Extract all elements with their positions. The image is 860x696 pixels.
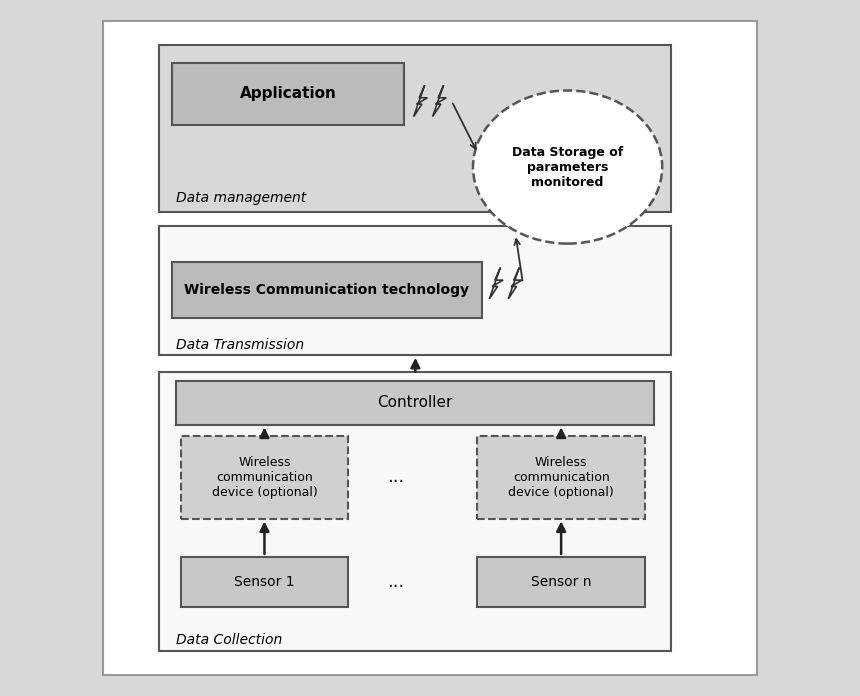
Bar bbox=[159, 45, 671, 212]
Bar bbox=[181, 557, 348, 607]
Ellipse shape bbox=[473, 90, 662, 244]
Bar bbox=[172, 63, 404, 125]
Text: Controller: Controller bbox=[378, 395, 452, 411]
Polygon shape bbox=[414, 86, 427, 117]
Text: Wireless Communication technology: Wireless Communication technology bbox=[184, 283, 470, 297]
Text: Data Transmission: Data Transmission bbox=[176, 338, 304, 351]
Text: Wireless
communication
device (optional): Wireless communication device (optional) bbox=[212, 456, 317, 499]
Text: Wireless
communication
device (optional): Wireless communication device (optional) bbox=[508, 456, 614, 499]
Bar bbox=[176, 381, 654, 425]
Bar bbox=[477, 557, 645, 607]
Text: Data management: Data management bbox=[176, 191, 306, 205]
Bar bbox=[477, 436, 645, 519]
Bar bbox=[181, 436, 348, 519]
Bar bbox=[159, 226, 671, 355]
Polygon shape bbox=[489, 267, 503, 299]
Bar bbox=[159, 372, 671, 651]
Polygon shape bbox=[508, 267, 522, 299]
Bar bbox=[172, 262, 482, 318]
Text: Sensor n: Sensor n bbox=[531, 575, 592, 589]
Text: Data Storage of
parameters
monitored: Data Storage of parameters monitored bbox=[512, 145, 624, 189]
Bar bbox=[103, 21, 757, 675]
Text: Data Collection: Data Collection bbox=[176, 633, 283, 647]
Polygon shape bbox=[433, 86, 446, 117]
Text: Application: Application bbox=[240, 86, 336, 102]
Text: ...: ... bbox=[387, 468, 404, 487]
Text: ...: ... bbox=[387, 573, 404, 591]
Text: Sensor 1: Sensor 1 bbox=[234, 575, 295, 589]
